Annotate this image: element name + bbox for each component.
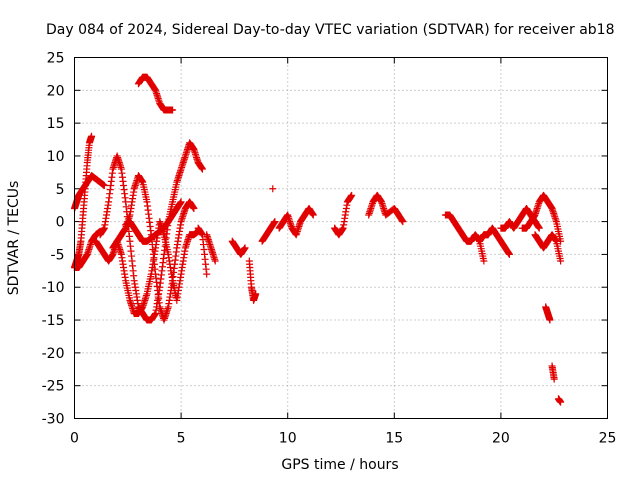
y-axis-label: SDTVAR / TECUs	[6, 181, 22, 296]
series-arc-14	[269, 185, 277, 193]
series-arc-15	[275, 204, 317, 239]
y-tick-label: -30	[42, 412, 65, 428]
series-arc-12	[245, 257, 260, 304]
series-arc-09	[194, 224, 211, 278]
plot-frame	[74, 57, 608, 419]
data-point	[198, 165, 206, 173]
y-tick-label: -20	[42, 346, 65, 362]
chart-title: Day 084 of 2024, Sidereal Day-to-day VTE…	[46, 22, 615, 38]
data-point	[480, 257, 488, 265]
series-arc-19	[476, 224, 513, 258]
data-points	[71, 73, 565, 406]
data-point	[546, 316, 554, 324]
y-tick-label: 0	[56, 215, 65, 231]
y-tick-label: -15	[42, 313, 65, 329]
y-tick-label: 5	[56, 182, 65, 198]
series-arc-18	[441, 211, 488, 265]
series-arc-10	[203, 231, 219, 265]
data-point	[190, 204, 198, 212]
data-point	[535, 224, 543, 232]
data-point	[271, 218, 279, 226]
series-arc-08	[122, 198, 185, 245]
series-arc-21	[518, 191, 565, 245]
series-arc-25	[554, 395, 565, 406]
y-tick-label: -10	[42, 280, 65, 296]
data-point	[348, 191, 356, 199]
y-tick-label: -5	[51, 247, 65, 263]
series-arc-23	[542, 303, 554, 324]
data-point	[211, 257, 219, 265]
data-point	[100, 181, 108, 189]
data-point	[241, 244, 249, 252]
x-tick-label: 10	[279, 431, 297, 447]
data-point	[203, 270, 211, 278]
y-tick-label: -25	[42, 379, 65, 395]
series-arc-16	[331, 191, 356, 239]
data-point	[88, 132, 96, 140]
y-tick-label: 15	[47, 116, 65, 132]
data-point	[309, 211, 317, 219]
series-arc-01	[71, 132, 96, 272]
series-arc-24	[548, 362, 558, 383]
data-point	[557, 257, 565, 265]
y-tick-label: 10	[47, 149, 65, 165]
series-arc-02	[71, 172, 108, 212]
series-arc-13	[258, 218, 279, 245]
y-tick-label: 25	[47, 51, 65, 67]
series-arc-11	[228, 237, 249, 258]
series-arc-07	[134, 73, 177, 114]
series-arc-22	[531, 231, 565, 265]
x-tick-label: 0	[70, 431, 79, 447]
x-tick-label: 25	[599, 431, 617, 447]
series-arc-17	[365, 191, 407, 226]
x-tick-label: 15	[385, 431, 403, 447]
x-tick-label: 20	[492, 431, 510, 447]
axis-ticks: -30 -25 -20 -15 -10 -5 0 5 10 15 20 25 0 5 10 15 20 25	[42, 51, 617, 447]
data-point	[550, 375, 558, 383]
data-point	[505, 250, 513, 258]
data-point	[399, 218, 407, 226]
data-point	[169, 106, 177, 114]
data-point	[252, 290, 260, 298]
data-point	[557, 398, 565, 406]
data-point	[177, 198, 185, 206]
x-tick-label: 5	[177, 431, 186, 447]
y-tick-label: 20	[47, 83, 65, 99]
x-axis-label: GPS time / hours	[281, 457, 398, 473]
data-point	[269, 185, 277, 193]
series-arc-06	[92, 218, 202, 317]
